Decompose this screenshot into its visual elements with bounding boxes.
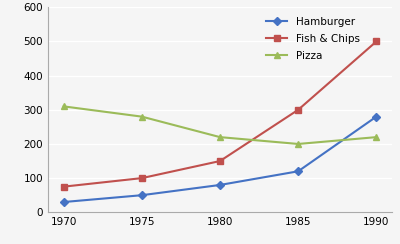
Legend: Hamburger, Fish & Chips, Pizza: Hamburger, Fish & Chips, Pizza (266, 17, 360, 61)
Pizza (140, 115, 144, 118)
Fish & Chips (61, 185, 66, 188)
Hamburger (374, 115, 379, 118)
Line: Hamburger: Hamburger (61, 114, 379, 205)
Line: Pizza: Pizza (60, 103, 380, 147)
Pizza (218, 136, 222, 139)
Pizza (374, 136, 379, 139)
Fish & Chips (218, 160, 222, 163)
Hamburger (296, 170, 300, 173)
Fish & Chips (374, 40, 379, 43)
Hamburger (61, 201, 66, 203)
Line: Fish & Chips: Fish & Chips (61, 39, 379, 189)
Hamburger (140, 194, 144, 197)
Pizza (296, 142, 300, 145)
Pizza (61, 105, 66, 108)
Fish & Chips (296, 108, 300, 111)
Hamburger (218, 183, 222, 186)
Fish & Chips (140, 177, 144, 180)
